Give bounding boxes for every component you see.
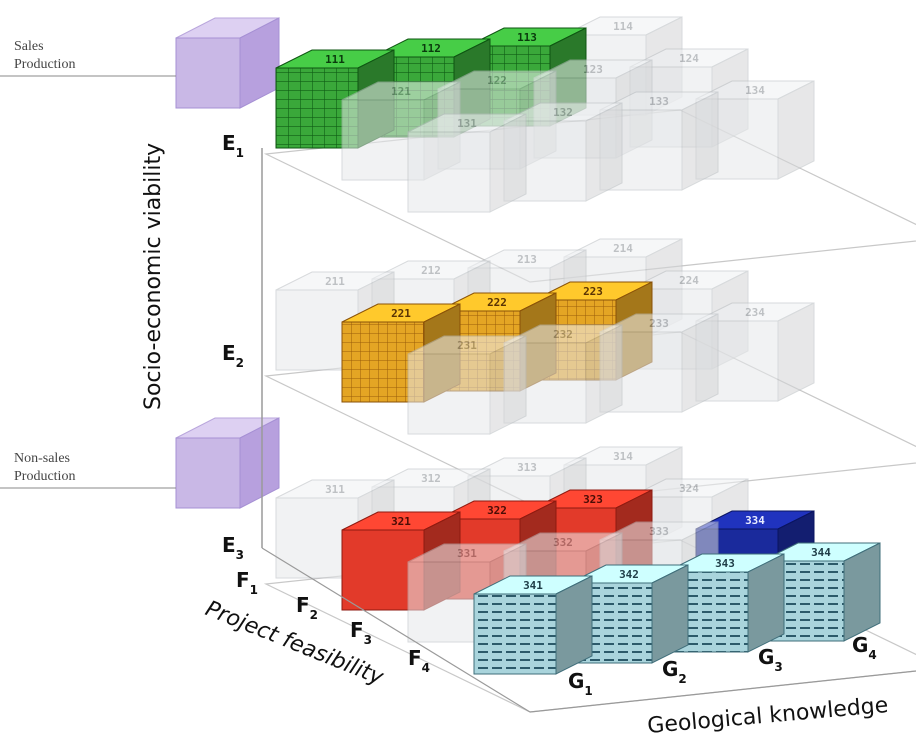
cube-number: 234	[745, 306, 765, 319]
cube-number: 221	[391, 307, 411, 320]
cube-number: 334	[745, 514, 765, 527]
level-label-e1: E1	[222, 131, 244, 160]
sales-production-marker: Sales Production	[0, 17, 280, 109]
sales-label-line1: Sales	[14, 39, 44, 54]
cube-number: 341	[523, 579, 543, 592]
cube-number: 344	[811, 546, 831, 559]
resource-cubes: 114 113 112 111 124 123 122 121 134 133 132 131 214 2…	[275, 16, 881, 675]
cube-front-face	[473, 593, 557, 675]
f-axis-title: Project feasibility	[202, 596, 388, 691]
g-axis-line	[529, 670, 916, 713]
cube-number: 133	[649, 95, 669, 108]
cube-232: 232	[503, 324, 623, 424]
cube-number: 311	[325, 483, 345, 496]
cube-number: 233	[649, 317, 669, 330]
cube-341: 341	[473, 575, 593, 675]
cube-number: 134	[745, 84, 765, 97]
cube-number: 114	[613, 20, 633, 33]
nonsales-production-marker: Non-sales Production	[0, 417, 280, 509]
cube-number: 123	[583, 63, 603, 76]
nonsales-label-line2: Production	[14, 469, 75, 484]
cube-number: 223	[583, 285, 603, 298]
cube-number: 342	[619, 568, 639, 581]
f-axis-label-f4: F4	[408, 646, 430, 675]
cube-number: 231	[457, 339, 477, 352]
cube-131: 131	[407, 113, 527, 213]
g-axis-label-g4: G4	[852, 633, 877, 662]
cube-number: 113	[517, 31, 537, 44]
cube-number: 213	[517, 253, 537, 266]
y-axis-title: Socio-economic viability	[141, 143, 166, 410]
g-axis-label-g3: G3	[758, 645, 783, 674]
cube-number: 214	[613, 242, 633, 255]
cube-number: 333	[649, 525, 669, 538]
cube-number: 112	[421, 42, 441, 55]
cube-number: 111	[325, 53, 345, 66]
cube-number: 232	[553, 328, 573, 341]
cube-number: 324	[679, 482, 699, 495]
cube-number: 312	[421, 472, 441, 485]
g-axis-title: Geological knowledge	[646, 693, 889, 739]
cube-number: 121	[391, 85, 411, 98]
cube-number: 321	[391, 515, 411, 528]
cube-number: 212	[421, 264, 441, 277]
level-label-e3: E3	[222, 533, 244, 562]
cube-number: 332	[553, 536, 573, 549]
cube-number: 313	[517, 461, 537, 474]
cube-number: 323	[583, 493, 603, 506]
cube-number: 222	[487, 296, 507, 309]
f-axis-label-f1: F1	[236, 568, 258, 597]
nonsales-label-line1: Non-sales	[14, 451, 70, 466]
cube-front-face	[407, 131, 491, 213]
cube-number: 132	[553, 106, 573, 119]
cube-number: 343	[715, 557, 735, 570]
axis-labels: E1 E2 E3 F1 F2 F3 F4 G1 G2 G3 G4	[222, 131, 916, 713]
g-axis-label-g1: G1	[568, 669, 593, 698]
f-axis-label-f2: F2	[296, 593, 318, 622]
cube-number: 122	[487, 74, 507, 87]
g-axis-label-g2: G2	[662, 657, 687, 686]
cube-number: 224	[679, 274, 699, 287]
cube-front-face	[407, 353, 491, 435]
f-axis-line	[261, 547, 531, 713]
cube-number: 124	[679, 52, 699, 65]
f-axis-label-f3: F3	[350, 618, 372, 647]
level-label-e2: E2	[222, 341, 244, 370]
cube-number: 314	[613, 450, 633, 463]
cube-number: 131	[457, 117, 477, 130]
cube-number: 331	[457, 547, 477, 560]
cube-231: 231	[407, 335, 527, 435]
cube-number: 211	[325, 275, 345, 288]
sales-label-line2: Production	[14, 57, 75, 72]
cube-number: 322	[487, 504, 507, 517]
